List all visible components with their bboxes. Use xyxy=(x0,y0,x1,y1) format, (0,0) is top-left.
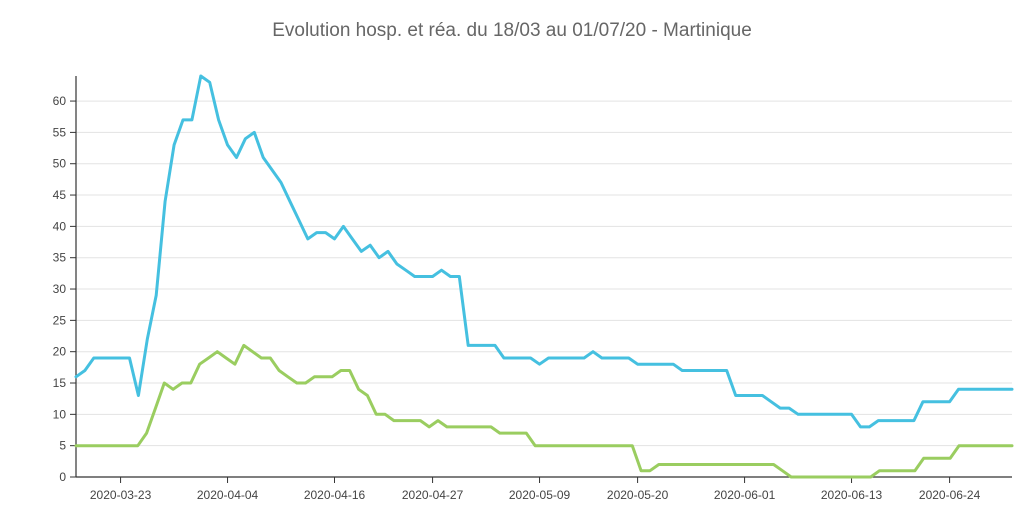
y-tick-label: 30 xyxy=(53,282,67,296)
y-tick-label: 60 xyxy=(53,94,67,108)
series-lines xyxy=(74,74,1014,479)
x-tick-label: 2020-06-01 xyxy=(714,488,776,502)
x-tick-label: 2020-06-24 xyxy=(919,488,981,502)
y-tick-label: 20 xyxy=(53,345,67,359)
y-tick-label: 40 xyxy=(53,219,67,233)
axes xyxy=(75,76,1012,478)
y-tick-label: 25 xyxy=(53,313,67,327)
y-tick-label: 55 xyxy=(53,125,67,139)
y-tick-label: 10 xyxy=(53,407,67,421)
x-tick-label: 2020-06-13 xyxy=(821,488,883,502)
y-tick-label: 0 xyxy=(59,470,66,484)
y-tick-label: 50 xyxy=(53,157,67,171)
x-tick-label: 2020-04-16 xyxy=(304,488,366,502)
y-tick-label: 45 xyxy=(53,188,67,202)
series-line-2 xyxy=(74,343,1014,479)
series-line-1 xyxy=(74,74,1014,429)
x-tick-label: 2020-04-04 xyxy=(197,488,259,502)
grid-lines xyxy=(76,100,1012,447)
x-tick-label: 2020-05-20 xyxy=(607,488,669,502)
x-tick-label: 2020-05-09 xyxy=(509,488,571,502)
x-tick-label: 2020-03-23 xyxy=(90,488,152,502)
y-tick-label: 35 xyxy=(53,251,67,265)
x-tick-label: 2020-04-27 xyxy=(402,488,464,502)
y-tick-label: 5 xyxy=(59,439,66,453)
y-tick-label: 15 xyxy=(53,376,67,390)
x-axis-ticks: 2020-03-23 2020-04-04 2020-04-16 2020-04-27… xyxy=(90,477,981,502)
chart-title: Evolution hosp. et réa. du 18/03 au 01/0… xyxy=(272,20,752,41)
y-axis-ticks: 0 5 10 15 20 25 30 35 40 45 50 55 60 xyxy=(53,94,76,484)
